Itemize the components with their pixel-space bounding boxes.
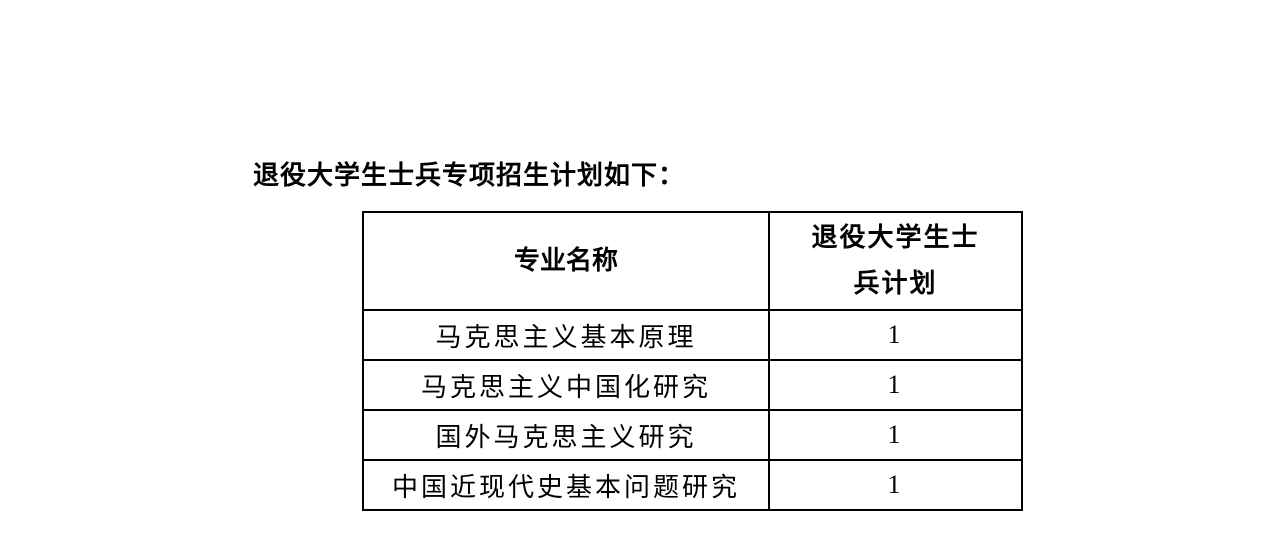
- table-body: 马克思主义基本原理 1 马克思主义中国化研究 1 国外马克思主义研究 1 中国近现代史基本问…: [362, 309, 1023, 511]
- header-row: 专业名称 退役大学生士兵计划: [362, 211, 1023, 311]
- header-cell: 退役大学生士兵计划: [768, 211, 1023, 311]
- major-name: 马克思主义中国化研究: [362, 359, 770, 411]
- header-text: 退役大学生士兵计划: [811, 223, 980, 299]
- heading: 退役大学生士兵专项招生计划如下：: [253, 161, 686, 191]
- table-row: 马克思主义中国化研究 1: [362, 359, 1023, 411]
- major-name: 中国近现代史基本问题研究: [362, 459, 770, 511]
- plan-table: 专业名称 退役大学生士兵计划 马克思主义基本原理 1 马克思主义中国化研究 1 国外马克…: [362, 211, 1023, 511]
- major-name: 马克思主义基本原理: [362, 309, 770, 361]
- plan-count: 1: [768, 359, 1023, 411]
- major-name: 国外马克思主义研究: [362, 409, 770, 461]
- table-row: 国外马克思主义研究 1: [362, 409, 1023, 461]
- plan-count: 1: [768, 409, 1023, 461]
- plan-count: 1: [768, 309, 1023, 361]
- table-row: 马克思主义基本原理 1: [362, 309, 1023, 361]
- table-row: 中国近现代史基本问题研究 1: [362, 459, 1023, 511]
- header-cell: 专业名称: [362, 211, 770, 311]
- plan-count: 1: [768, 459, 1023, 511]
